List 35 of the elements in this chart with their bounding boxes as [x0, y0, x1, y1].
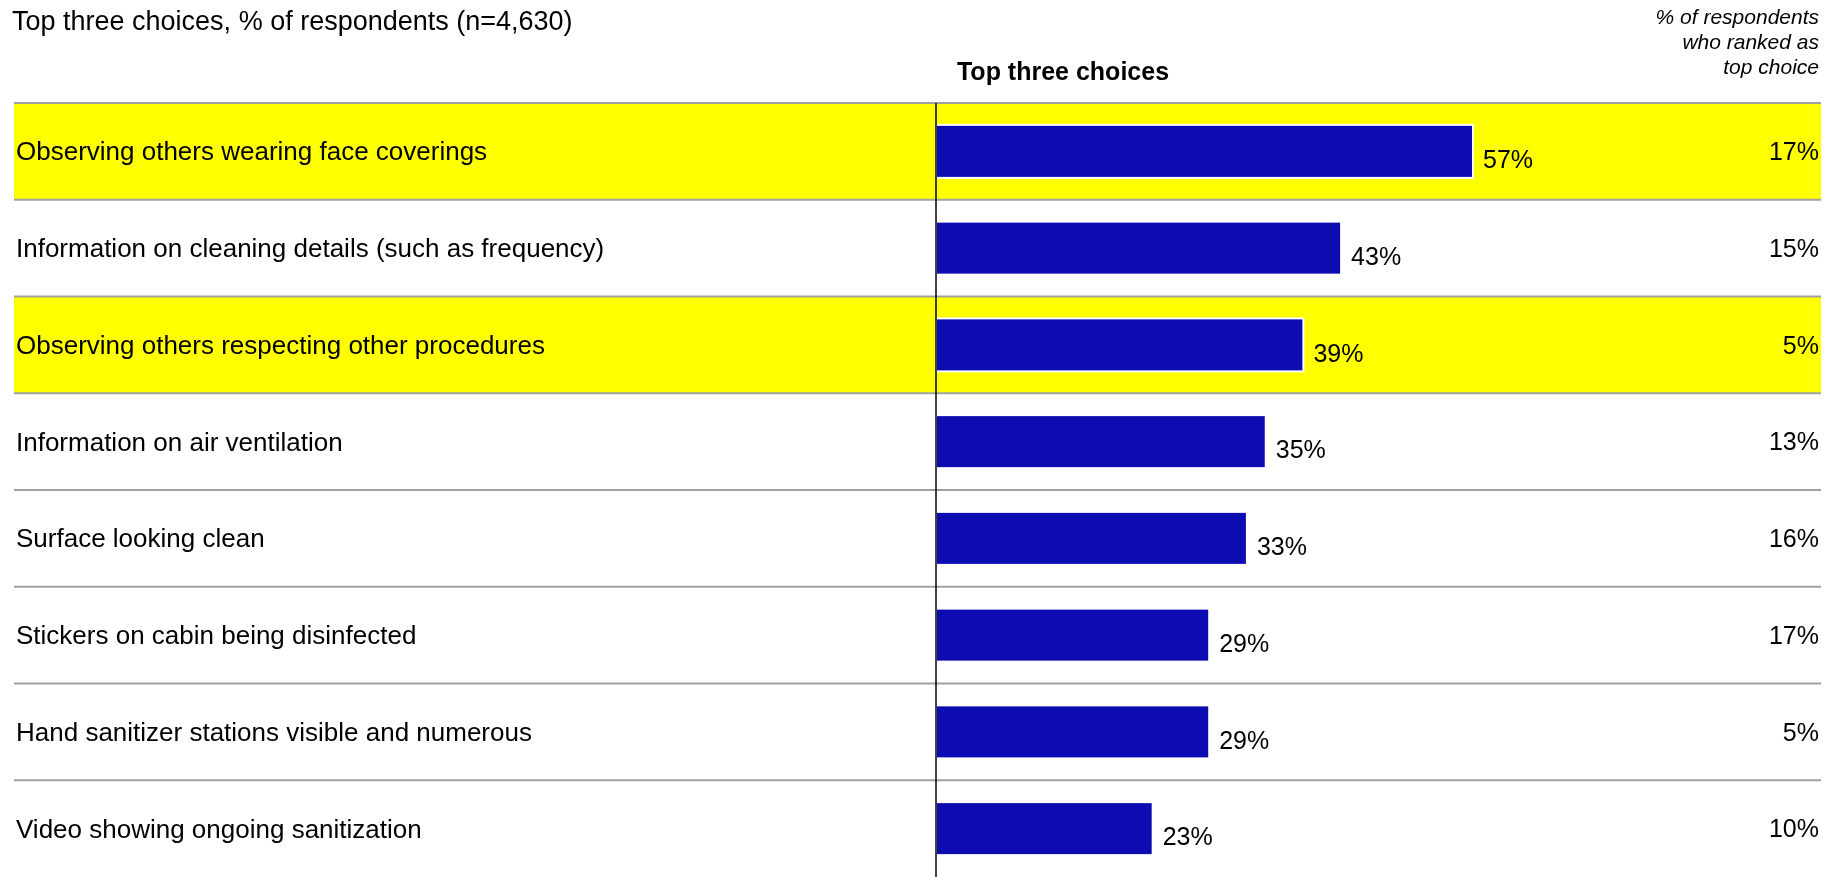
y-tick-label: Video showing ongoing sanitization [16, 813, 422, 844]
data-label: 35% [1275, 435, 1326, 464]
text: 13% [1768, 427, 1819, 456]
data-label: 29% [1219, 628, 1270, 657]
text: 5% [1782, 330, 1819, 359]
y-tick-label: Surface looking clean [16, 523, 265, 554]
data-label: 43% [1351, 241, 1402, 270]
bar [935, 704, 1211, 760]
text: 10% [1768, 814, 1819, 843]
bar [935, 801, 1154, 857]
y-tick-label: Information on cleaning details (such as frequency) [16, 233, 605, 264]
bar [935, 510, 1248, 566]
bar [935, 607, 1211, 663]
text: 15% [1768, 233, 1819, 262]
x-axis-title: Top three choices [956, 57, 1170, 85]
data-label: 39% [1313, 338, 1364, 367]
data-label: 29% [1219, 725, 1270, 754]
data-label: 57% [1483, 145, 1534, 174]
y-tick-label: Observing others wearing face coverings [16, 136, 488, 167]
text: % of respondents who ranked as top choice [1655, 5, 1820, 78]
text: Top three choices, % of respondents (n=4,630) [12, 6, 573, 36]
data-label: 33% [1256, 532, 1307, 561]
y-tick-label: Stickers on cabin being disinfected [16, 620, 417, 651]
bar [935, 220, 1343, 276]
text: 5% [1782, 717, 1819, 746]
text: 16% [1768, 524, 1819, 553]
bar [935, 414, 1267, 470]
text: 17% [1768, 137, 1819, 166]
y-tick-label: Observing others respecting other procedures [16, 329, 545, 360]
text: 17% [1768, 620, 1819, 649]
bar [935, 123, 1474, 179]
y-tick-label: Information on air ventilation [16, 426, 343, 457]
bar [935, 317, 1305, 373]
y-tick-label: Hand sanitizer stations visible and numerous [16, 716, 532, 747]
data-label: 23% [1162, 822, 1213, 851]
